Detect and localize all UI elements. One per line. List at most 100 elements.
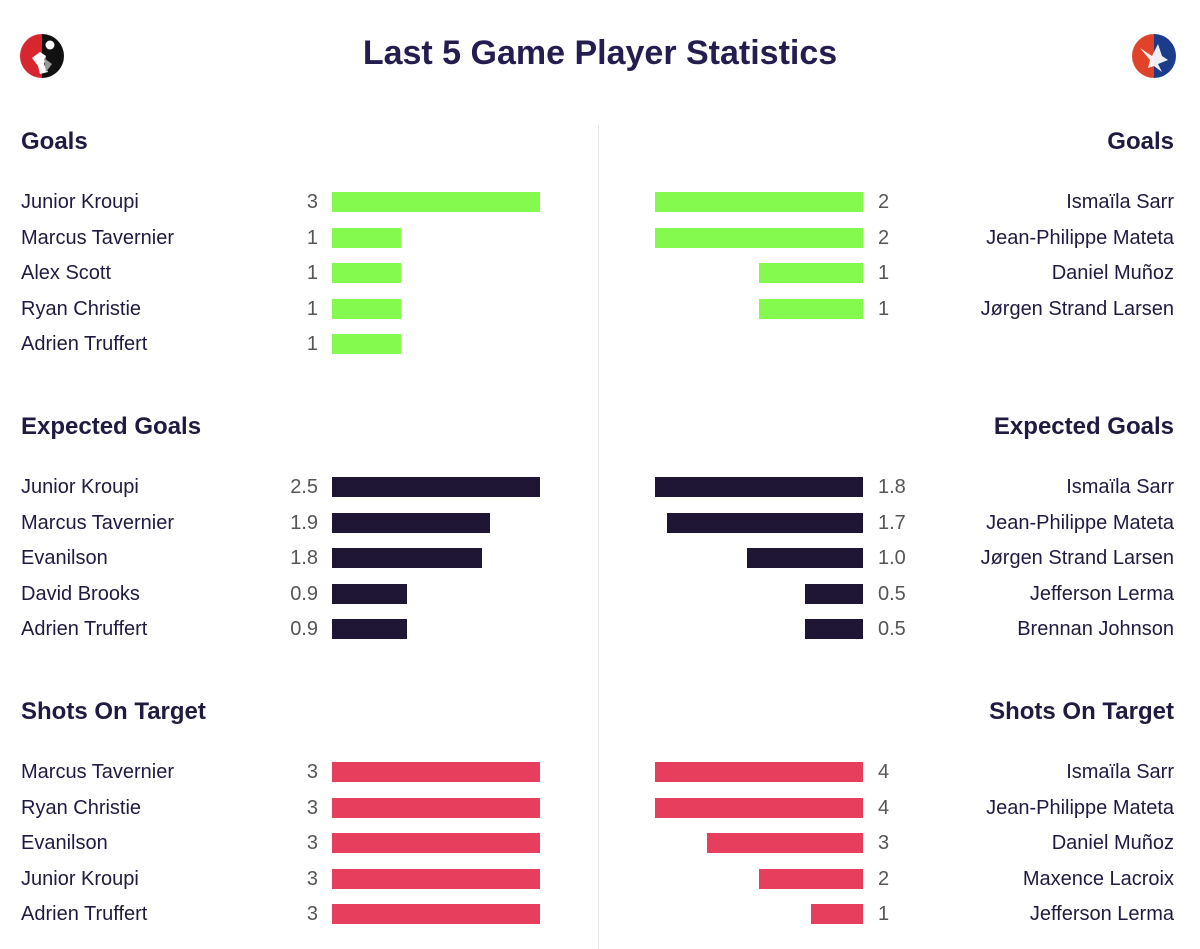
bar: [811, 904, 863, 925]
data-label: 1: [878, 297, 890, 320]
data-label: 1.0: [878, 547, 906, 570]
data-label: 1.9: [290, 511, 318, 534]
home-player-row: Junior Kroupi 3: [0, 867, 1200, 891]
data-label: 3: [306, 761, 318, 783]
player-name: Marcus Tavernier: [21, 511, 175, 534]
away-player-row: Jean-Philippe Mateta 1.7: [0, 511, 1200, 535]
away-player-row: Jefferson Lerma 1: [0, 902, 1200, 926]
player-name: Jørgen Strand Larsen: [980, 547, 1174, 570]
bar: [805, 583, 863, 604]
player-name: Jean-Philippe Mateta: [986, 226, 1174, 249]
bar: [655, 192, 863, 212]
data-label: 1.7: [878, 511, 906, 534]
player-name: Ismaïla Sarr: [1066, 476, 1174, 498]
away-player-row: Jefferson Lerma 0.5: [0, 582, 1200, 606]
data-label: 0.5: [878, 582, 906, 605]
player-name: Brennan Johnson: [1017, 618, 1174, 641]
data-label: 0.9: [290, 618, 318, 641]
away-player-row: Jørgen Strand Larsen 1.0: [0, 546, 1200, 570]
data-label: 3: [306, 796, 318, 819]
player-name: Jefferson Lerma: [1029, 903, 1174, 926]
data-label: 2.5: [290, 476, 318, 498]
data-label: 3: [878, 832, 890, 855]
player-name: Daniel Muñoz: [1051, 832, 1174, 855]
player-name: Junior Kroupi: [21, 867, 139, 890]
data-label: 1: [878, 903, 890, 926]
data-label: 3: [306, 867, 318, 890]
bar: [332, 263, 401, 284]
data-label: 3: [306, 832, 318, 855]
bar: [332, 833, 540, 854]
away-player-row: Brennan Johnson 0.5: [0, 617, 1200, 641]
home-player-row: Adrien Truffert 1: [0, 332, 1200, 356]
bar: [332, 298, 401, 319]
player-name: Evanilson: [21, 547, 108, 570]
data-label: 2: [878, 191, 890, 213]
data-label: 2: [878, 867, 890, 890]
player-name: Maxence Lacroix: [1022, 867, 1174, 890]
data-label: 1.8: [878, 476, 906, 498]
player-name: Jefferson Lerma: [1029, 582, 1174, 605]
away-player-row: Ismaïla Sarr 4: [0, 760, 1200, 784]
data-label: 3: [306, 903, 318, 926]
home-player-row: Marcus Tavernier 1.9: [0, 511, 1200, 535]
home-player-row: Adrien Truffert 3: [0, 902, 1200, 926]
away-player-row: Maxence Lacroix 2: [0, 867, 1200, 891]
player-name: Adrien Truffert: [21, 618, 148, 641]
home-player-row: Junior Kroupi 2.5: [0, 475, 1200, 499]
away-section-title: Shots On Target: [989, 698, 1174, 725]
home-player-row: Ryan Christie 3: [0, 796, 1200, 820]
home-section-title: Expected Goals: [21, 413, 202, 440]
away-section-title: Expected Goals: [993, 413, 1174, 440]
bar: [332, 868, 540, 889]
bar: [655, 477, 863, 497]
player-name: Jørgen Strand Larsen: [980, 297, 1174, 320]
data-label: 1: [306, 333, 318, 356]
bar: [655, 762, 863, 782]
home-player-row: Ryan Christie 1: [0, 297, 1200, 321]
home-player-row: Junior Kroupi 3: [0, 190, 1200, 214]
away-section-title: Goals: [1107, 128, 1174, 155]
player-name: Ryan Christie: [21, 796, 142, 819]
home-player-row: Adrien Truffert 0.9: [0, 617, 1200, 641]
data-label: 4: [878, 796, 890, 819]
home-section-title: Shots On Target: [21, 698, 206, 725]
bar: [759, 263, 863, 284]
bar: [332, 762, 540, 782]
data-label: 1: [306, 262, 318, 285]
bar: [332, 797, 540, 818]
bar: [759, 868, 863, 889]
home-player-row: Evanilson 3: [0, 831, 1200, 855]
data-label: 1: [306, 297, 318, 320]
data-label: 0.9: [290, 582, 318, 605]
player-name: Marcus Tavernier: [21, 761, 175, 783]
bar: [332, 904, 540, 925]
bar: [759, 298, 863, 319]
home-section-title: Goals: [21, 128, 88, 155]
home-player-row: Marcus Tavernier 3: [0, 760, 1200, 784]
crystal-palace-crest-icon: [1132, 34, 1176, 78]
data-label: 2: [878, 226, 890, 249]
player-name: Adrien Truffert: [21, 333, 148, 356]
data-label: 1: [878, 262, 890, 285]
bar: [332, 334, 401, 355]
bar: [332, 192, 540, 212]
data-label: 3: [306, 191, 318, 213]
player-name: David Brooks: [21, 582, 140, 605]
data-label: 1: [306, 226, 318, 249]
away-player-row: Jean-Philippe Mateta 4: [0, 796, 1200, 820]
bar: [332, 477, 540, 497]
player-name: Ismaïla Sarr: [1066, 761, 1174, 783]
away-player-row: Ismaïla Sarr 2: [0, 190, 1200, 214]
player-name: Jean-Philippe Mateta: [986, 511, 1174, 534]
home-player-row: David Brooks 0.9: [0, 582, 1200, 606]
bar: [332, 227, 401, 248]
column-divider: [598, 125, 599, 949]
bar: [707, 833, 863, 854]
bar: [332, 583, 407, 604]
bar: [805, 619, 863, 640]
bournemouth-crest-icon: [20, 34, 64, 78]
away-player-row: Jørgen Strand Larsen 1: [0, 297, 1200, 321]
home-player-row: Evanilson 1.8: [0, 546, 1200, 570]
player-name: Marcus Tavernier: [21, 226, 175, 249]
